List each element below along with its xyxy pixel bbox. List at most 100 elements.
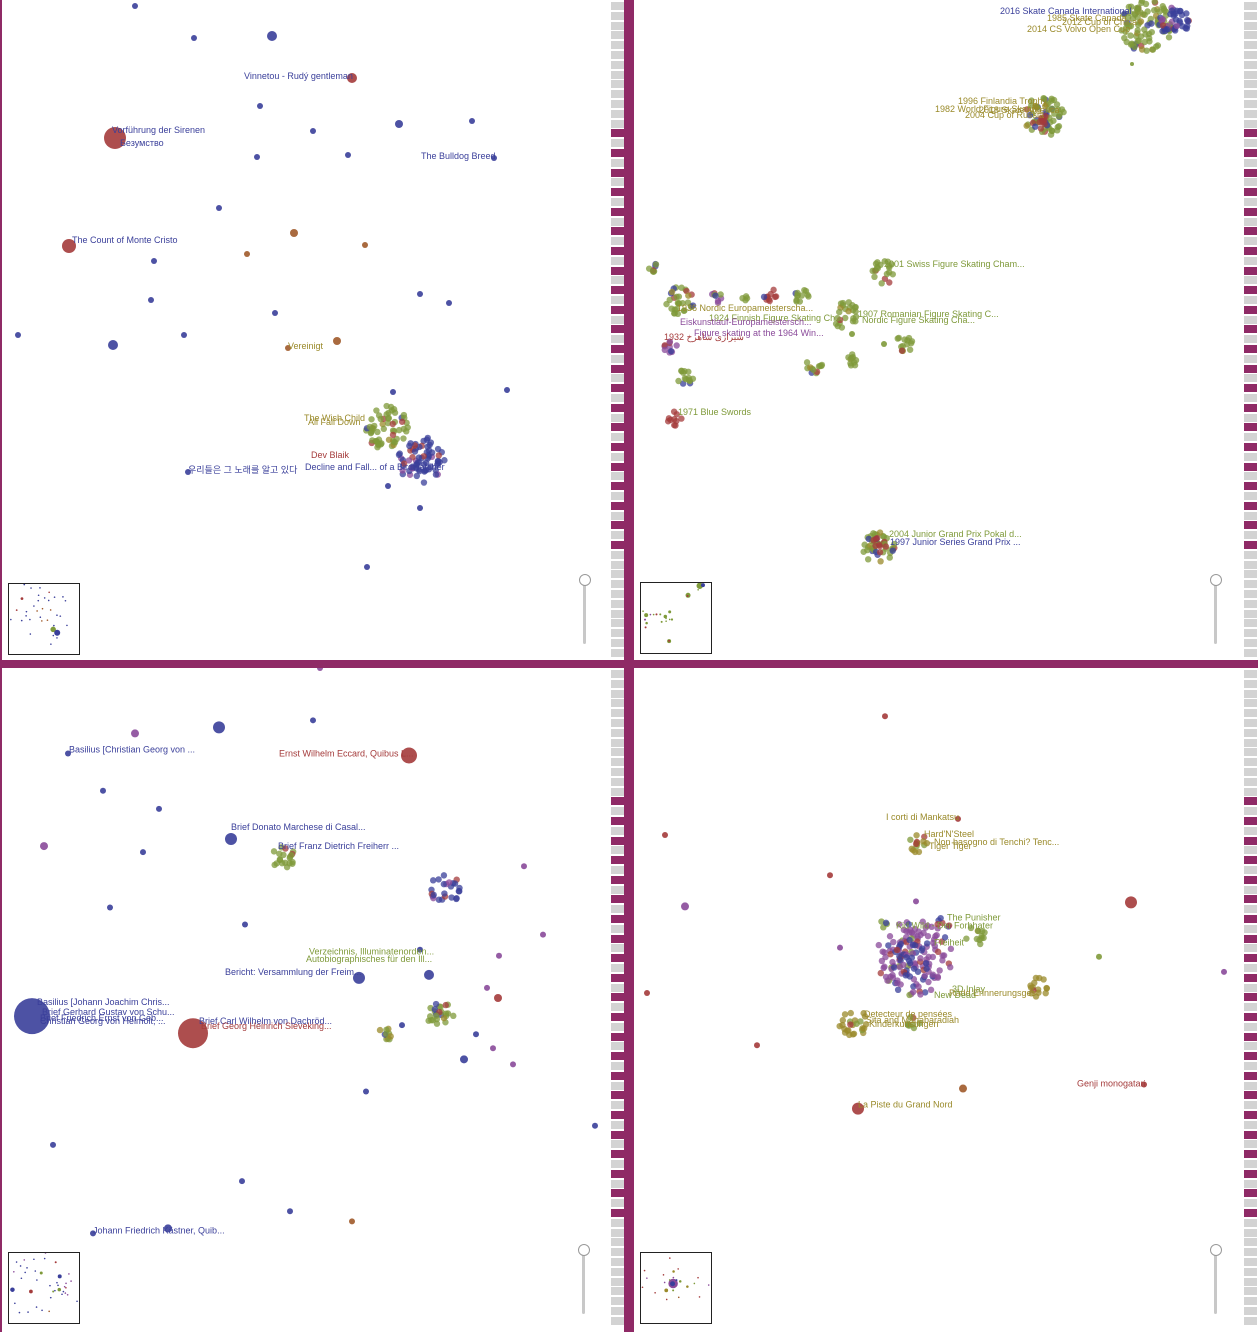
data-point[interactable] <box>917 955 924 962</box>
rail-segment[interactable] <box>611 266 624 275</box>
rail-segment[interactable] <box>1244 629 1257 638</box>
data-point[interactable] <box>851 359 858 366</box>
point-label[interactable]: 1924 Finnish Figure Skating Ch... <box>709 313 843 323</box>
data-point[interactable] <box>666 338 674 345</box>
data-point[interactable] <box>889 547 896 554</box>
cluster-12[interactable] <box>428 872 463 903</box>
rail-segment[interactable] <box>611 188 624 197</box>
cluster-9[interactable] <box>760 286 780 305</box>
data-point[interactable] <box>440 872 448 879</box>
data-point[interactable] <box>405 457 413 464</box>
cluster-25[interactable] <box>333 337 341 345</box>
rail-segment[interactable] <box>611 570 624 579</box>
rail-segment[interactable] <box>611 335 624 344</box>
cluster-35[interactable] <box>239 1178 245 1185</box>
rail-segment[interactable] <box>611 590 624 598</box>
cluster-7[interactable] <box>663 284 697 318</box>
rail-segment[interactable] <box>1244 758 1257 767</box>
cluster-8[interactable] <box>661 338 680 356</box>
data-point[interactable] <box>1042 989 1049 997</box>
rail-segment[interactable] <box>1244 550 1257 559</box>
rail-segment[interactable] <box>611 807 624 816</box>
data-point[interactable] <box>827 872 833 879</box>
data-point[interactable] <box>364 564 370 570</box>
cluster-21[interactable] <box>959 1084 967 1093</box>
data-point[interactable] <box>673 293 680 301</box>
data-point[interactable] <box>853 1020 860 1027</box>
cluster-17[interactable] <box>151 258 157 264</box>
data-point[interactable] <box>876 549 884 556</box>
cluster-15[interactable] <box>1221 968 1227 975</box>
rail-segment[interactable] <box>611 462 624 471</box>
data-point[interactable] <box>191 35 197 41</box>
data-point[interactable] <box>836 308 843 316</box>
data-point[interactable] <box>375 412 383 419</box>
data-point[interactable] <box>1054 123 1061 131</box>
point-label[interactable]: Brief Franz Dietrich Freiherr ... <box>278 841 399 851</box>
rail-segment[interactable] <box>611 521 624 530</box>
data-point[interactable] <box>667 348 675 355</box>
rail-segment[interactable] <box>1244 1091 1257 1100</box>
rail-segment[interactable] <box>611 217 624 226</box>
rail-segment[interactable] <box>611 70 624 79</box>
data-point[interactable] <box>1165 34 1173 41</box>
data-point[interactable] <box>151 258 157 264</box>
data-point[interactable] <box>955 815 961 822</box>
data-point[interactable] <box>104 127 126 149</box>
rail-segment[interactable] <box>611 1316 624 1325</box>
rail-segment[interactable] <box>1244 90 1257 99</box>
rail-segment[interactable] <box>1244 817 1257 825</box>
rail-segment[interactable] <box>1244 699 1257 708</box>
data-point[interactable] <box>878 280 885 287</box>
rail-segment[interactable] <box>1244 993 1257 1002</box>
rail-segment[interactable] <box>611 129 624 138</box>
rail-segment[interactable] <box>611 149 624 157</box>
point-label[interactable]: Basilius [Christian Georg von ... <box>69 745 195 755</box>
data-point[interactable] <box>1125 3 1133 11</box>
data-point[interactable] <box>1039 118 1046 126</box>
cluster-26[interactable] <box>285 345 291 351</box>
data-point[interactable] <box>845 1027 852 1034</box>
rail-segment[interactable] <box>1244 492 1257 500</box>
data-point[interactable] <box>389 420 396 428</box>
rail-segment[interactable] <box>1244 511 1257 520</box>
rail-segment[interactable] <box>1244 570 1257 579</box>
data-point[interactable] <box>667 416 674 424</box>
rail-segment[interactable] <box>1244 541 1257 549</box>
rail-segment[interactable] <box>611 60 624 69</box>
cluster-34[interactable] <box>50 1141 56 1148</box>
data-point[interactable] <box>1048 95 1055 102</box>
cluster-2[interactable] <box>213 721 225 734</box>
rail-segment[interactable] <box>611 748 624 757</box>
data-point[interactable] <box>239 1178 245 1185</box>
rail-segment[interactable] <box>1244 1111 1257 1119</box>
data-point[interactable] <box>885 942 892 949</box>
rail-segment[interactable] <box>611 670 624 678</box>
data-point[interactable] <box>666 296 673 304</box>
rail-segment[interactable] <box>611 423 624 432</box>
data-point[interactable] <box>911 942 919 949</box>
rail-segment[interactable] <box>611 325 624 334</box>
data-point[interactable] <box>945 922 953 929</box>
rail-segment[interactable] <box>1244 1150 1257 1159</box>
cluster-6[interactable] <box>395 120 403 128</box>
rail-segment[interactable] <box>1244 1228 1257 1237</box>
rail-segment[interactable] <box>611 51 624 59</box>
data-point[interactable] <box>712 292 719 299</box>
cluster-28[interactable] <box>473 1031 479 1038</box>
cluster-18[interactable] <box>496 952 502 959</box>
rail-segment[interactable] <box>611 964 624 972</box>
rail-segment[interactable] <box>1244 237 1257 246</box>
cluster-5[interactable] <box>645 260 660 275</box>
data-point[interactable] <box>907 836 914 843</box>
data-point[interactable] <box>877 558 884 565</box>
data-point[interactable] <box>881 341 887 347</box>
data-point[interactable] <box>902 972 909 979</box>
data-point[interactable] <box>888 261 895 268</box>
cluster-17[interactable] <box>709 290 725 306</box>
data-point[interactable] <box>839 299 847 307</box>
point-label[interactable]: New Dead <box>934 990 976 1000</box>
cluster-20[interactable] <box>849 331 855 337</box>
data-point[interactable] <box>422 466 430 474</box>
rail-segment[interactable] <box>1244 1287 1257 1296</box>
